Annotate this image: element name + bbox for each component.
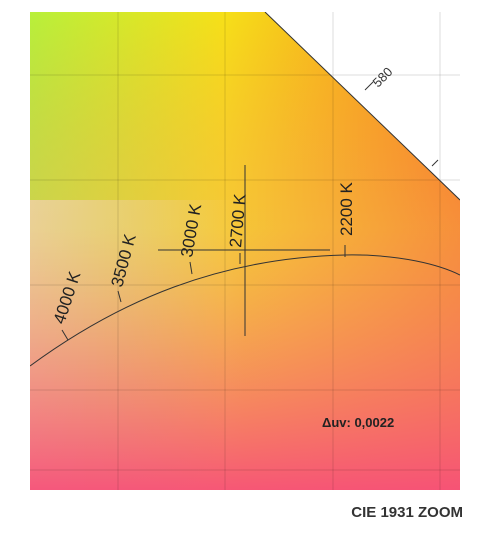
cct-label: 2700 K [226,192,250,248]
crosshair [158,165,330,336]
chromaticity-area: 4000 K 3500 K 3000 K 2700 K 2200 K 580 Δ… [30,12,460,490]
grid [30,12,460,490]
caption: CIE 1931 ZOOM [351,504,463,521]
locus-ticks [61,81,439,341]
planckian-locus [30,254,460,367]
cct-label: 2200 K [337,181,356,236]
delta-uv: Δuv: 0,0022 [322,415,394,430]
spectral-locus [264,12,460,201]
